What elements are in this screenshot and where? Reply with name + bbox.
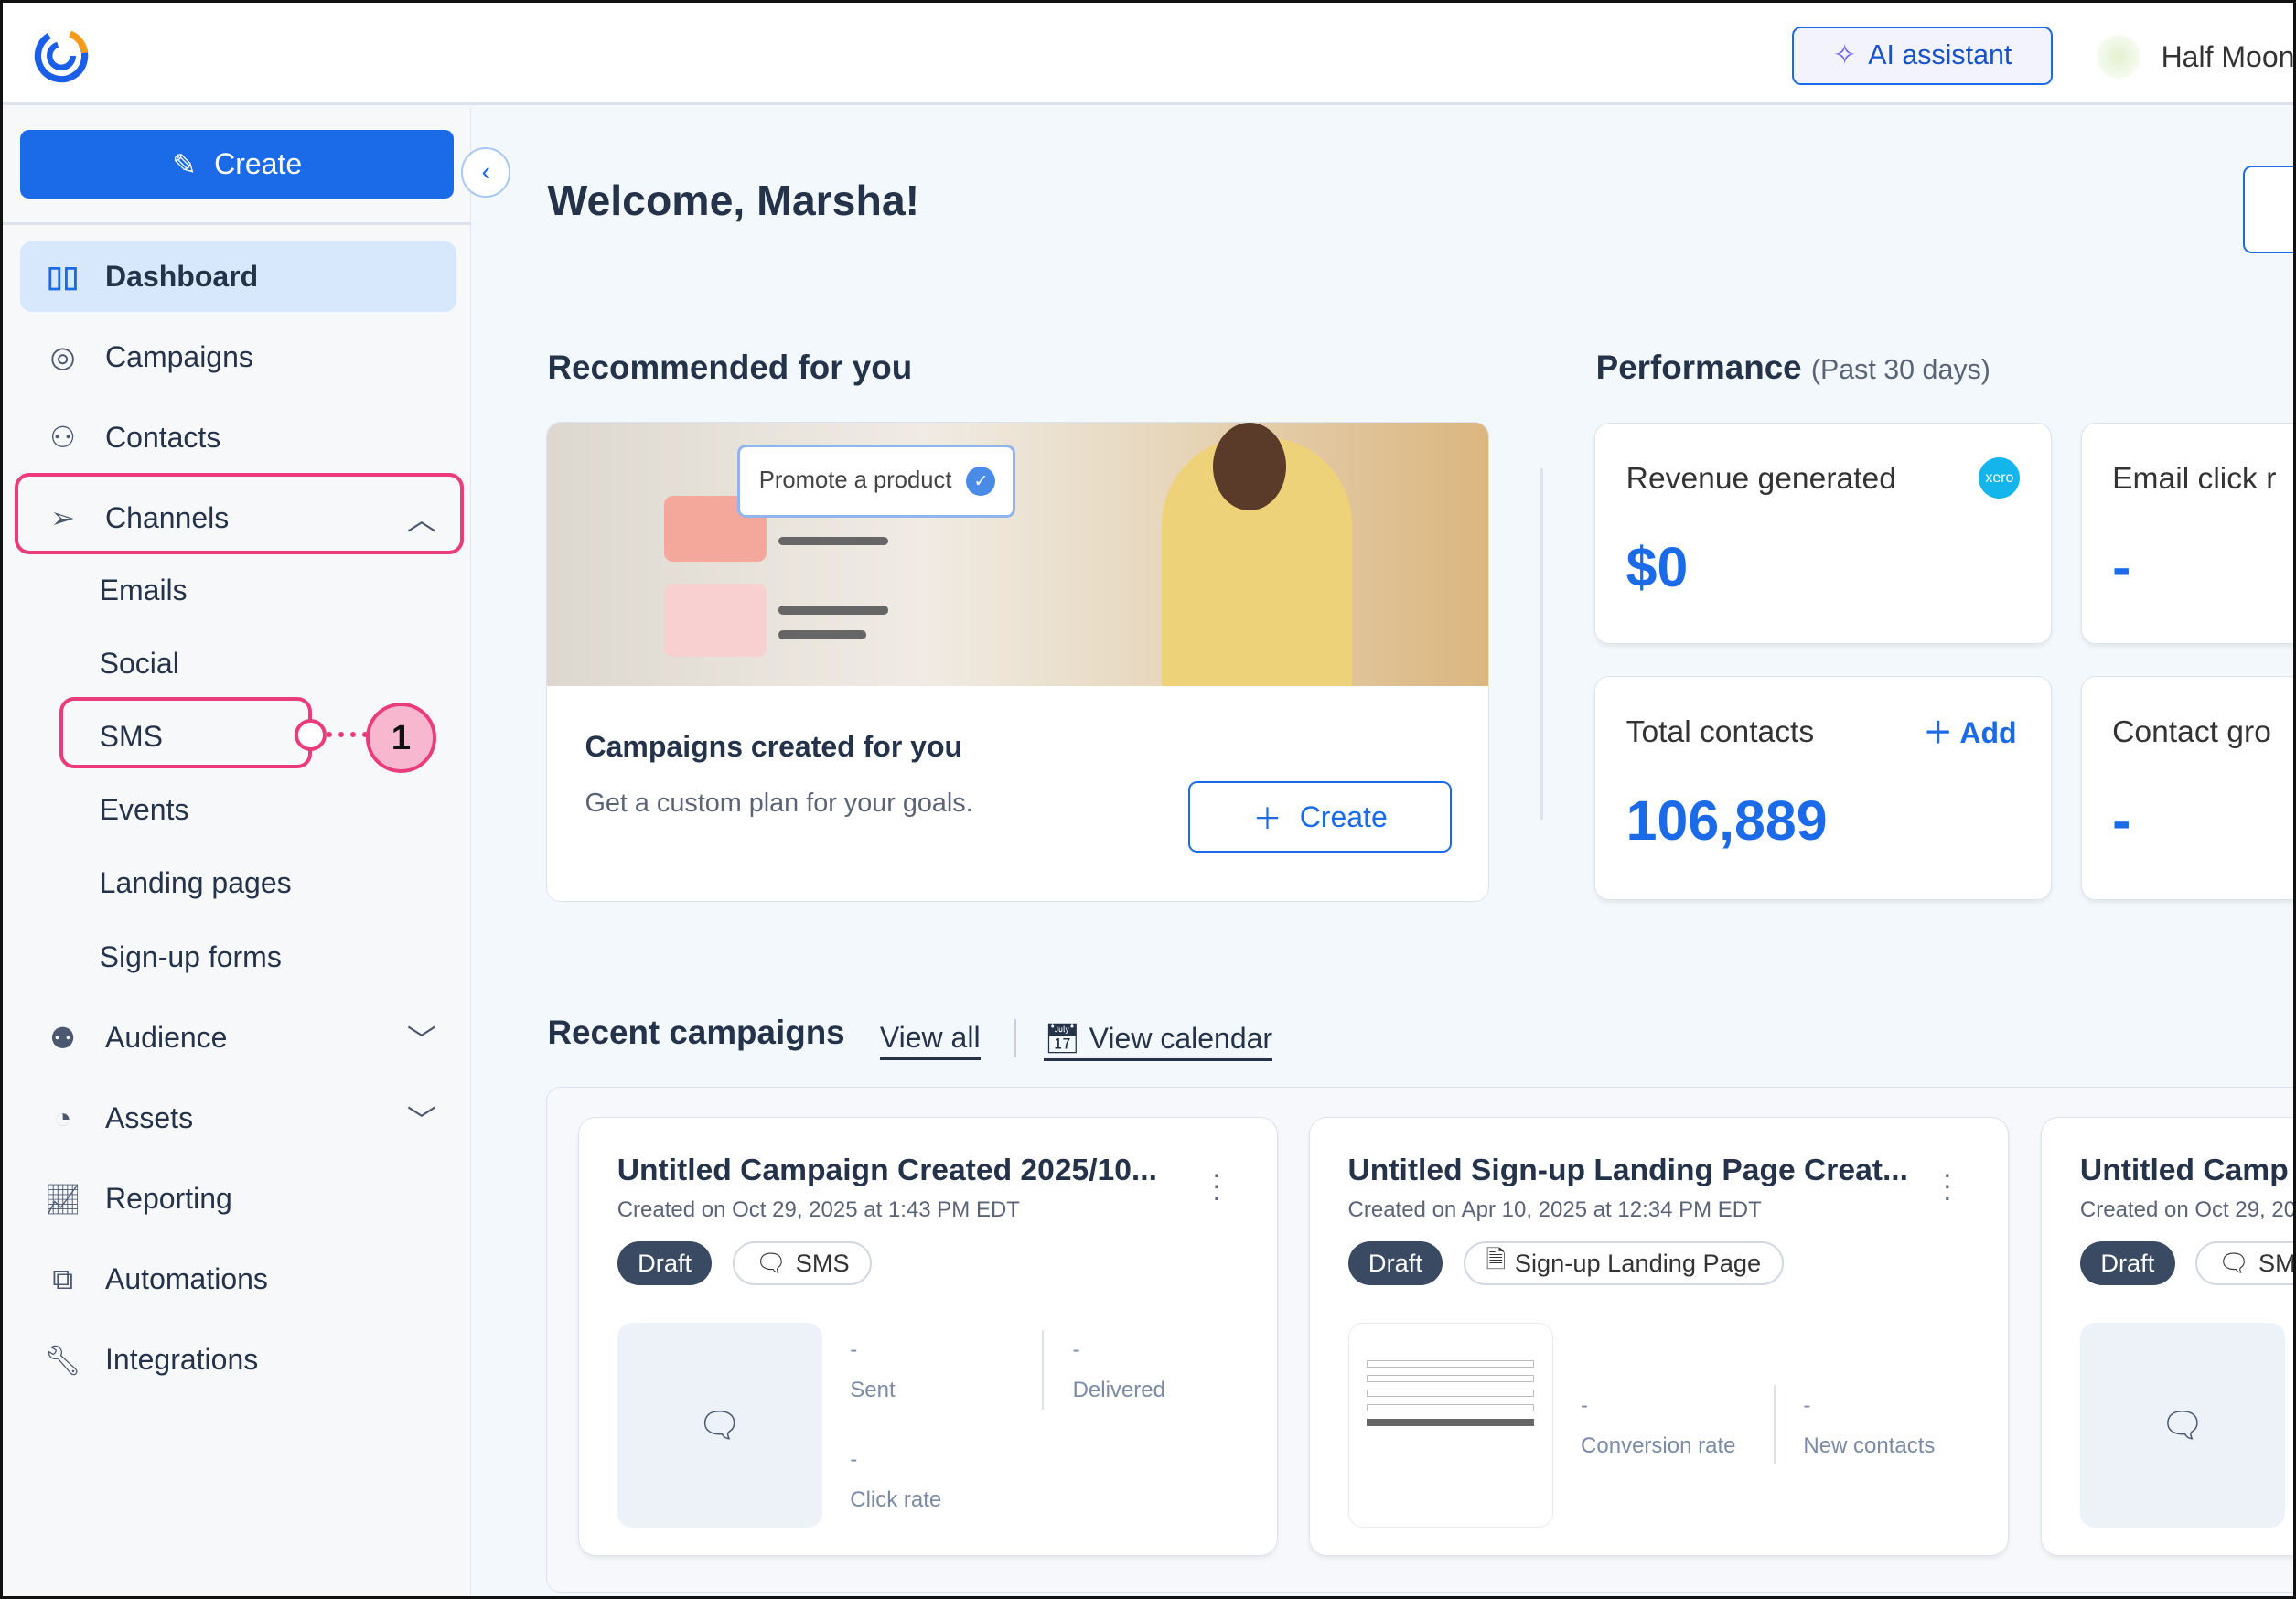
recommended-card-desc: Get a custom plan for your goals. (585, 789, 973, 819)
sparkle-icon: ✧ (1832, 39, 1857, 71)
constant-contact-logo-icon[interactable] (32, 27, 91, 85)
metric-click-rate: - Click rate (850, 1447, 942, 1513)
contact-growth-card[interactable]: Contact gro - (2080, 676, 2294, 901)
dashboard-icon: ▯▯ (47, 260, 80, 294)
sidebar-subitem-signup-forms[interactable]: Sign-up forms (99, 939, 282, 973)
sidebar-item-audience[interactable]: ⚉ Audience ﹀ (20, 1003, 456, 1073)
sidebar-item-assets[interactable]: ◔ Assets ﹀ (20, 1083, 456, 1154)
sms-thumbnail: 🗨︎ (617, 1323, 822, 1529)
callout-badge: 1 (365, 703, 436, 773)
top-bar: ✧ AI assistant Half Moon (3, 3, 2293, 106)
xero-icon: xero (1979, 457, 2021, 499)
sidebar-item-channels[interactable]: ➢ Channels ︿ (20, 483, 456, 553)
campaign-card[interactable]: Untitled Sign-up Landing Page Creat... ·… (1308, 1117, 2010, 1557)
sidebar-subitem-social[interactable]: Social (99, 647, 179, 681)
wrench-icon: 🔧︎ (44, 1343, 81, 1377)
status-badge: Draft (2079, 1240, 2175, 1285)
callout-anchor (294, 718, 327, 751)
chevron-down-icon: ﹀ (406, 1023, 436, 1057)
sms-icon: 🗨︎ (755, 1248, 788, 1277)
metric-delivered: - Delivered (1072, 1337, 1165, 1403)
callout-connector (326, 732, 368, 737)
promo-chip: Promote a product ✓ (736, 444, 1016, 518)
view-calendar-link[interactable]: 📅︎ View calendar (1044, 1021, 1273, 1061)
chevron-left-icon: ‹ (481, 157, 491, 188)
status-badge: Draft (1347, 1240, 1443, 1285)
sidebar-item-automations[interactable]: ⧉ Automations (20, 1244, 456, 1315)
chevron-up-icon: ︿ (406, 503, 436, 537)
metric-conversion-rate: - Conversion rate (1581, 1393, 1736, 1459)
campaign-card[interactable]: Untitled Campaign Created 2025/10... · · ·… (578, 1117, 1279, 1557)
more-options-icon[interactable]: · · · (1211, 1156, 1222, 1214)
add-contacts-link[interactable]: ＋ Add (1923, 715, 2017, 749)
divider (1014, 1018, 1017, 1057)
sidebar-item-dashboard[interactable]: ▯▯ Dashboard (20, 241, 457, 312)
recommended-card-title: Campaigns created for you (585, 729, 963, 763)
plus-icon: ＋ (1252, 802, 1282, 836)
highlight-channels (14, 472, 465, 555)
sms-icon: 🗨︎ (697, 1405, 743, 1445)
sidebar-subitem-events[interactable]: Events (99, 793, 189, 827)
sms-thumbnail: 🗨︎ (2079, 1323, 2286, 1529)
palette-icon: ◔ (53, 1101, 72, 1135)
recommended-create-button[interactable]: ＋ Create (1188, 781, 1453, 853)
sidebar-subitem-emails[interactable]: Emails (99, 574, 188, 607)
collapse-sidebar-button[interactable]: ‹ (461, 147, 511, 198)
document-icon: 🗎 (1486, 1244, 1507, 1273)
flow-icon: ⧉ (52, 1261, 74, 1295)
metric-new-contacts: - New contacts (1803, 1393, 1936, 1459)
revenue-card[interactable]: Revenue generated xero $0 (1594, 423, 2052, 645)
recommended-heading: Recommended for you (547, 348, 913, 386)
people-icon: ⚉ (49, 1021, 76, 1055)
create-button[interactable]: ✎ Create (20, 130, 455, 199)
metric-sent: - Sent (850, 1337, 896, 1403)
account-logo (2097, 35, 2141, 80)
type-badge: 🗨︎SMS (733, 1240, 873, 1285)
calendar-icon: 📅︎ (1044, 1021, 1081, 1055)
sidebar-item-reporting[interactable]: 📈︎ Reporting (20, 1164, 456, 1234)
landing-page-thumbnail (1347, 1323, 1553, 1529)
view-all-link[interactable]: View all (879, 1021, 981, 1060)
performance-heading: Performance (Past 30 days) (1595, 348, 1990, 386)
person-icon: ⚇ (49, 421, 76, 455)
recommended-image: Promote a product ✓ (546, 422, 1488, 686)
email-click-card[interactable]: Email click r- (2080, 423, 2294, 645)
chevron-down-icon: ﹀ (406, 1103, 436, 1137)
total-contacts-card[interactable]: Total contacts ＋ Add 106,889 (1594, 676, 2052, 901)
divider (1540, 468, 1543, 821)
target-icon: ◎ (49, 340, 76, 374)
type-badge: 🗨︎SMS (2195, 1240, 2294, 1285)
account-menu[interactable]: Half Moon (2097, 35, 2293, 80)
campaign-card[interactable]: Untitled Camp Created on Oct 29, 20 Draf… (2041, 1117, 2294, 1557)
chart-icon: 📈︎ (44, 1182, 81, 1216)
recommended-card: Promote a product ✓ Campaigns created for… (545, 421, 1489, 902)
sidebar-subitem-sms[interactable]: SMS (99, 720, 163, 754)
sidebar-item-integrations[interactable]: 🔧︎ Integrations (20, 1325, 456, 1396)
page-title: Welcome, Marsha! (547, 176, 920, 224)
paper-plane-icon: ➢ (50, 501, 76, 535)
recent-campaigns-heading: Recent campaigns (547, 1013, 845, 1051)
sidebar-item-contacts[interactable]: ⚇ Contacts (20, 402, 456, 473)
check-icon: ✓ (966, 466, 996, 496)
sidebar: ✎ Create (3, 108, 472, 1597)
header-action-button[interactable] (2243, 165, 2294, 253)
divider (3, 222, 471, 225)
more-options-icon[interactable]: · · · (1942, 1156, 1953, 1214)
highlight-sms (59, 696, 312, 769)
sidebar-subitem-landing-pages[interactable]: Landing pages (99, 866, 292, 900)
status-badge: Draft (617, 1240, 713, 1285)
pencil-plus-icon: ✎ (172, 147, 197, 181)
sms-icon: 🗨︎ (2160, 1405, 2205, 1445)
sms-icon: 🗨︎ (2217, 1248, 2250, 1277)
sidebar-item-campaigns[interactable]: ◎ Campaigns (20, 322, 456, 392)
ai-assistant-button[interactable]: ✧ AI assistant (1792, 26, 2054, 85)
type-badge: 🗎 Sign-up Landing Page (1463, 1240, 1784, 1285)
